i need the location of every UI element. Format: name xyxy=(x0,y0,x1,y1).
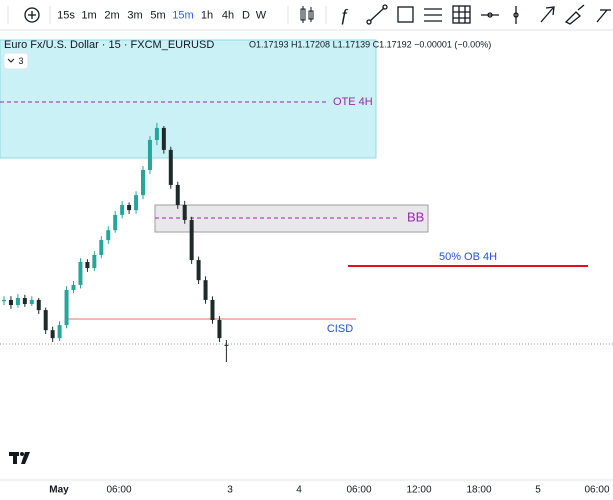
candle-body xyxy=(168,149,173,185)
candle-body xyxy=(175,184,180,205)
interval-button[interactable]: 3m xyxy=(127,9,142,21)
interval-button[interactable]: 15s xyxy=(57,9,75,21)
fib-tool[interactable] xyxy=(424,8,442,22)
candle-body xyxy=(92,255,97,269)
candle-body xyxy=(106,230,111,241)
interval-button[interactable]: 4h xyxy=(222,9,234,21)
candle-body xyxy=(127,204,132,211)
trend-line-tool[interactable] xyxy=(366,4,388,25)
candle-body xyxy=(147,140,152,170)
time-label: 4 xyxy=(296,485,302,496)
time-label: 18:00 xyxy=(466,485,491,496)
interval-button[interactable]: 2m xyxy=(104,9,119,21)
candle-body xyxy=(78,262,83,285)
candle-body xyxy=(15,298,20,306)
time-label: 12:00 xyxy=(406,485,431,496)
time-label: 06:00 xyxy=(106,485,131,496)
candle-body xyxy=(182,204,187,220)
candle-body xyxy=(22,298,27,305)
candle-body xyxy=(134,195,139,211)
arrow-tool[interactable] xyxy=(540,6,555,23)
candle-body xyxy=(71,284,76,291)
candle-body xyxy=(196,260,201,281)
symbol-title[interactable]: Euro Fx/U.S. Dollar · 15 · FXCM_EURUSD xyxy=(4,39,214,51)
time-label: 3 xyxy=(227,485,233,496)
ote-label: OTE 4H xyxy=(333,96,373,108)
candle-body xyxy=(64,290,69,326)
interval-button[interactable]: 5m xyxy=(150,9,165,21)
candle-body xyxy=(210,299,215,320)
candle-body xyxy=(217,319,222,339)
cisd-label: CISD xyxy=(327,323,353,335)
candle-body xyxy=(113,214,118,231)
candle-body xyxy=(203,280,208,300)
ob-label: 50% OB 4H xyxy=(439,251,497,263)
candle-body xyxy=(57,325,62,339)
candle-body xyxy=(2,299,6,302)
interval-button[interactable]: W xyxy=(256,9,267,21)
time-label: 5 xyxy=(535,485,541,496)
ote-zone[interactable] xyxy=(0,39,377,159)
candle-body xyxy=(189,219,194,261)
candle-body xyxy=(161,127,166,150)
indicators-button[interactable]: ƒ xyxy=(339,5,348,24)
candle-body xyxy=(8,299,13,306)
candle-style-button[interactable] xyxy=(300,6,314,23)
tv-logo xyxy=(9,452,30,464)
grid-tool[interactable] xyxy=(452,5,471,24)
candle-body xyxy=(29,299,34,305)
candle-body xyxy=(50,330,55,339)
interval-button[interactable]: 1h xyxy=(201,9,213,21)
collapse-button[interactable]: 3 xyxy=(3,52,29,70)
candle-body xyxy=(85,262,90,269)
time-label: 06:00 xyxy=(584,485,609,496)
collapse-count: 3 xyxy=(18,56,23,66)
interval-button[interactable]: 15m xyxy=(172,9,193,21)
horizontal-line-tool[interactable] xyxy=(481,12,499,18)
candle-body xyxy=(120,204,125,215)
ohlc-values: O1.17193 H1.17208 L1.17139 C1.17192 −0.0… xyxy=(249,39,491,49)
rectangle-tool[interactable] xyxy=(397,6,414,23)
more-tool[interactable] xyxy=(596,9,611,23)
candle-body xyxy=(43,310,48,331)
interval-button[interactable]: 1m xyxy=(81,9,96,21)
add-button[interactable] xyxy=(24,7,40,23)
brush-tool[interactable] xyxy=(564,4,585,25)
candle-body xyxy=(99,240,104,255)
candle-body xyxy=(36,299,41,311)
time-label: May xyxy=(49,485,69,496)
vertical-line-tool[interactable] xyxy=(513,6,519,24)
bb-label: BB xyxy=(407,209,424,224)
candle-body xyxy=(154,127,159,141)
candle-body xyxy=(224,344,229,346)
interval-button[interactable]: D xyxy=(242,9,250,21)
time-label: 06:00 xyxy=(346,485,371,496)
candle-body xyxy=(141,169,145,196)
toolbar xyxy=(0,0,613,30)
